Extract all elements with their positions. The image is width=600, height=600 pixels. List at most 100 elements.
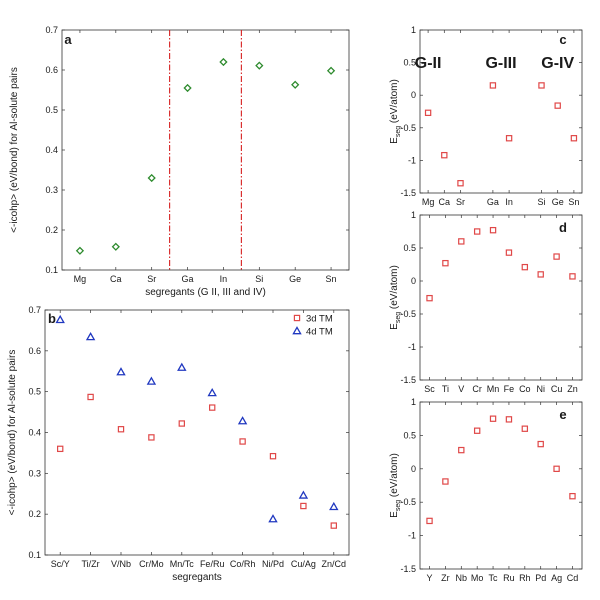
data-point-sc-y-s2 [55,314,65,324]
y-tick-label: 0.3 [45,185,58,195]
y-tick-label: 0.5 [28,387,41,397]
y-tick-label: 0.1 [28,550,41,560]
data-point-mn-tc-s2 [177,362,187,371]
data-point-v-nb-s1 [117,426,125,433]
x-tick-label: Ga [182,274,194,284]
data-point-pd [537,440,544,448]
data-point-ni-pd-s2 [268,514,278,523]
y-tick-label: 0 [411,464,416,474]
data-point-sn [570,135,578,142]
data-point-co [521,263,529,271]
y-axis-label: <-icohp> (eV/bond) for Al-solute pairs [9,67,20,233]
data-point-ga [489,82,497,89]
y-tick-label: 0.5 [403,430,416,440]
group-label: G-II [415,55,442,72]
plot-frame [419,214,583,381]
x-tick-label: Zn [567,384,578,394]
x-tick-label: Ti/Zr [82,559,100,569]
data-point-fe-ru-s2 [207,387,217,397]
data-point-ag [553,465,560,473]
data-point-mn-tc-s1 [178,420,185,427]
x-tick-label: Zn/Cd [322,559,347,569]
data-point-zn-cd-s1 [330,522,338,529]
data-point-cd [569,492,576,500]
y-tick-label: 0.5 [45,105,58,115]
data-point-v [458,238,465,245]
y-tick-label: 0.3 [28,468,41,478]
y-tick-label: 0.6 [45,65,58,75]
x-tick-label: Co [519,384,531,394]
data-point-mg [75,246,85,255]
data-point-mo [473,427,481,434]
data-point-ti [442,259,449,267]
data-point-cu [553,253,560,260]
legend-marker [293,314,301,322]
y-tick-label: 0 [411,90,416,100]
x-tick-label: Pd [535,573,546,583]
x-tick-label: Fe/Ru [200,559,225,569]
x-tick-label: Ag [551,573,562,583]
data-point-mn [489,226,497,234]
data-point-cu-ag-s1 [300,502,307,510]
data-point-ca [441,151,448,159]
data-point-cr [473,228,481,235]
data-point-co-rh-s2 [237,416,248,425]
x-tick-label: Sr [456,197,465,207]
data-point-sn [326,66,336,75]
x-tick-label: Ru [503,573,515,583]
x-tick-label: Mg [422,197,435,207]
x-tick-label: Y [427,573,433,583]
y-tick-label: 0.5 [403,243,416,253]
data-point-cr-mo-s2 [146,376,157,385]
panel-label: c [559,32,566,47]
x-tick-label: Ti [442,384,449,394]
plot-frame [44,309,350,556]
data-point-co-rh-s1 [239,438,246,445]
x-axis-label: segregants [172,572,221,583]
x-tick-label: Cd [567,573,579,583]
data-point-ge [291,80,300,89]
y-tick-label: 0.4 [45,145,58,155]
y-tick-label: -1.5 [400,375,416,385]
y-tick-label: 1 [411,397,416,407]
data-point-rh [521,425,529,432]
legend-marker [292,326,302,335]
panel-label: a [64,32,72,47]
y-tick-label: 0.7 [45,25,58,35]
data-point-y [426,517,433,525]
x-tick-label: Nb [456,573,468,583]
y-tick-label: 0.7 [28,305,41,315]
x-tick-label: In [505,197,513,207]
x-tick-label: Cu/Ag [291,559,316,569]
x-tick-label: Cr [472,384,482,394]
y-tick-label: -0.5 [400,497,416,507]
plot-frame [61,29,350,271]
x-tick-label: Zr [441,573,450,583]
x-tick-label: Co/Rh [230,559,256,569]
x-tick-label: Sn [568,197,579,207]
data-point-v-nb-s2 [116,367,126,376]
y-tick-label: -1 [408,531,416,541]
x-tick-label: Ge [552,197,564,207]
x-tick-label: Ge [289,274,301,284]
data-point-fe-ru-s1 [209,404,216,411]
y-tick-label: -1.5 [400,188,416,198]
data-point-ge [554,102,561,109]
panel-e: -1.5 -1 -0.5 0 0.5 1 Y Zr Nb Mo Tc Ru Rh Pd Ag Cd e Eseg … [389,397,583,583]
x-tick-label: V/Nb [111,559,131,569]
panel-d: -1.5 -1 -0.5 0 0.5 1 Sc Ti V Cr Mn Fe Co Ni Cu Zn d Eseg … [389,210,583,394]
panel-a: 0.1 0.2 0.3 0.4 0.5 0.6 0.7 Mg Ca Sr Ga In Si Ge Sn a se… [9,25,350,298]
x-tick-label: Fe [504,384,515,394]
x-tick-label: Ni/Pd [262,559,284,569]
legend-label: 4d TM [306,327,333,338]
panel-c: -1.5 -1 -0.5 0 0.5 1 Mg Ca Sr Ga In Si Ge Sn c Eseg (eV… [389,25,583,207]
data-point-sr [147,173,156,183]
data-point-sr [457,180,464,187]
y-tick-label: -1 [408,155,416,165]
y-axis-label: Eseg (eV/atom) [389,265,402,330]
plot-frame [419,29,583,194]
x-tick-label: Ca [110,274,122,284]
group-label: G-IV [541,55,574,72]
x-tick-label: Cr/Mo [139,559,164,569]
